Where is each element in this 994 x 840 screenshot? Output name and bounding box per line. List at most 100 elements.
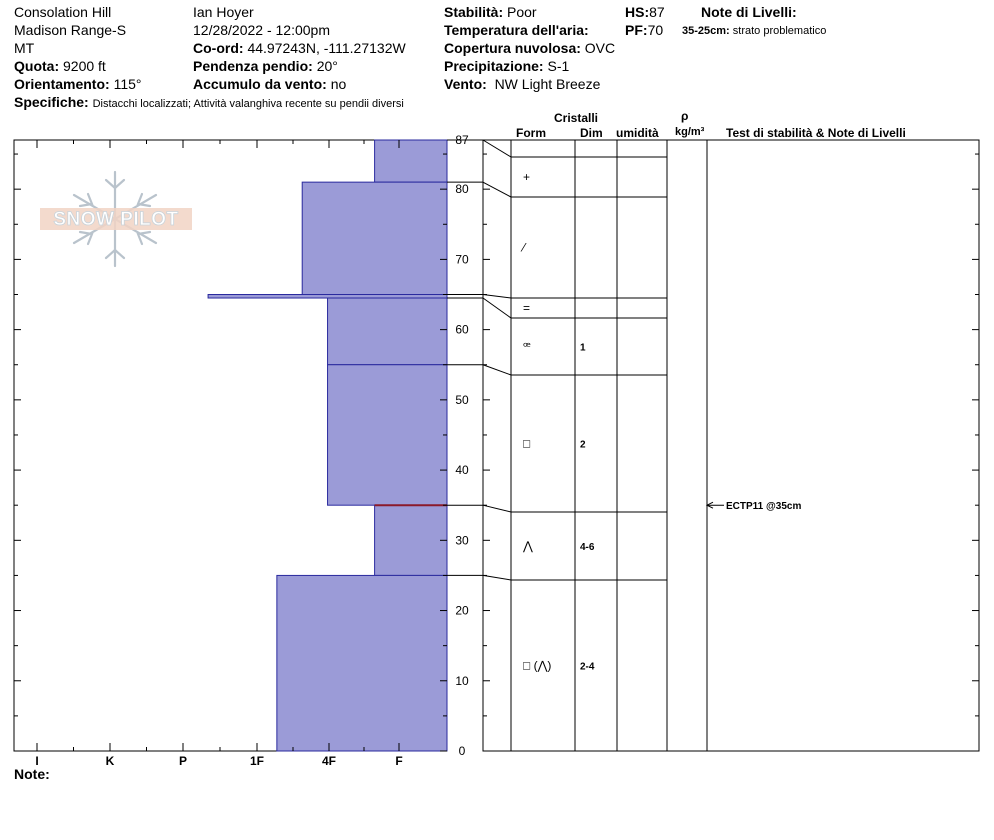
range-name: Madison Range-S: [14, 22, 127, 38]
hs-row: HS:87: [625, 4, 665, 20]
crystal-dim-label: 2: [580, 440, 586, 451]
hardness-bar-6: [276, 574, 448, 752]
row-link: [482, 574, 512, 581]
specifics-row: Specifiche: Distacchi localizzati; Attiv…: [14, 94, 404, 112]
cloud-row: Copertura nuvolosa: OVC: [444, 40, 615, 56]
specifics-label: Specifiche:: [14, 94, 89, 110]
depth-tick-label: 40: [455, 463, 469, 477]
pf-label: PF:: [625, 22, 648, 38]
crystal-form-symbol: ꟹ: [523, 340, 531, 354]
wind-row: Vento: NW Light Breeze: [444, 76, 600, 92]
observer-name: Ian Hoyer: [193, 4, 254, 20]
stability-test-label: ECTP11 @35cm: [726, 501, 801, 512]
hardness-tick-label: F: [395, 754, 402, 768]
depth-tick-label: 10: [455, 674, 469, 688]
rho-header: ρ: [681, 109, 689, 123]
precip-value: S-1: [547, 58, 570, 74]
wind-load-row: Accumulo da vento: no: [193, 76, 346, 92]
hs-value: 87: [649, 4, 665, 20]
form-header: Form: [516, 126, 546, 140]
stability-test-marks: ECTP11 @35cm: [705, 501, 801, 512]
pf-row: PF:70: [625, 22, 663, 38]
notes-label: Note:: [14, 766, 50, 782]
coord-label: Co-ord:: [193, 40, 244, 56]
depth-tick-label: 50: [455, 393, 469, 407]
aspect-label: Orientamento:: [14, 76, 110, 92]
row-link: [482, 297, 512, 319]
density-unit-header: kg/m³: [675, 126, 705, 138]
crystal-form-symbol: =: [523, 301, 530, 315]
depth-tick-label: 30: [455, 533, 469, 547]
precip-label: Precipitazione:: [444, 58, 544, 74]
hardness-axis: I K P 1F 4F F: [35, 140, 403, 768]
hardness-bar-2: [207, 294, 448, 299]
stability-label: Stabilità:: [444, 4, 504, 20]
slope-row: Pendenza pendio: 20°: [193, 58, 338, 74]
crystal-dim-label: 1: [580, 343, 586, 354]
depth-tick-label: 80: [455, 182, 469, 196]
hardness-tick-label: K: [106, 754, 115, 768]
row-link: [482, 294, 512, 299]
hardness-tick-label: P: [179, 754, 187, 768]
crystal-form-symbol: ⋀: [522, 539, 533, 553]
hardness-tick-label: I: [35, 754, 38, 768]
logo-banner: [40, 208, 192, 230]
hardness-bars: [207, 139, 448, 752]
row-link: [482, 139, 512, 158]
layer-note-text: strato problematico: [732, 25, 827, 37]
wind-value: NW Light Breeze: [494, 76, 601, 92]
quota-label: Quota:: [14, 58, 60, 74]
dim-header: Dim: [580, 126, 603, 140]
hardness-bar-0: [374, 139, 448, 183]
hardness-bar-5: [374, 504, 448, 576]
layer-note-row: 35-25cm: strato problematico: [682, 23, 826, 39]
crystal-dim-label: 4-6: [580, 542, 595, 553]
row-link: [482, 364, 512, 376]
humidity-header: umidità: [616, 126, 659, 140]
stability-row: Stabilità: Poor: [444, 4, 537, 20]
wind-load-label: Accumulo da vento:: [193, 76, 327, 92]
row-link: [482, 181, 512, 198]
layer-note-range: 35-25cm:: [682, 25, 730, 37]
row-link: [482, 504, 512, 513]
hardness-bar-4: [327, 364, 448, 506]
stability-test-arrowhead: [705, 501, 714, 509]
logo-text: SNOW PILOT: [53, 209, 178, 230]
crystal-dim-label: 2-4: [580, 662, 595, 673]
aspect-row: Orientamento: 115°: [14, 76, 142, 92]
snowpilot-logo: SNOW PILOT: [40, 170, 192, 268]
hardness-bar-3: [327, 297, 448, 366]
precip-row: Precipitazione: S-1: [444, 58, 569, 74]
aspect-value: 115°: [113, 76, 142, 92]
crystals-header: Cristalli: [554, 111, 599, 125]
crystals-table: [482, 139, 980, 752]
slope-label: Pendenza pendio:: [193, 58, 313, 74]
air-temp-row: Temperatura dell'aria:: [444, 22, 589, 38]
crystal-form-symbol: ⁄: [520, 241, 527, 255]
stability-value: Poor: [507, 4, 537, 20]
hs-label: HS:: [625, 4, 650, 20]
wind-load-value: no: [330, 76, 347, 92]
cloud-label: Copertura nuvolosa:: [444, 40, 581, 56]
pf-value: 70: [647, 22, 664, 38]
table-frame: [482, 139, 980, 752]
specifics-value: Distacchi localizzati; Attività valanghi…: [92, 98, 404, 110]
quota-value: 9200 ft: [63, 58, 106, 74]
layer-notes-title: Note di Livelli:: [701, 4, 797, 20]
state-name: MT: [14, 40, 35, 56]
crystal-rows: + ⁄ = ꟹ 1 □ 2 ⋀ 4-6 □ (⋀) 2-4: [447, 139, 667, 673]
slope-value: 20°: [316, 58, 338, 74]
hardness-tick-label: 1F: [250, 754, 264, 768]
depth-tick-label: 20: [455, 604, 469, 618]
coord-row: Co-ord: 44.97243N, -111.27132W: [193, 40, 406, 56]
stability-tests-header: Test di stabilità & Note di Livelli: [726, 126, 906, 140]
depth-tick-label: 70: [455, 252, 469, 266]
coord-value: 44.97243N, -111.27132W: [247, 40, 406, 56]
depth-tick-label: 60: [455, 323, 469, 337]
quota-row: Quota: 9200 ft: [14, 58, 106, 74]
crystal-form-symbol: +: [523, 170, 530, 184]
hardness-tick-label: 4F: [322, 754, 336, 768]
crystal-form-symbol: □: [523, 437, 530, 451]
